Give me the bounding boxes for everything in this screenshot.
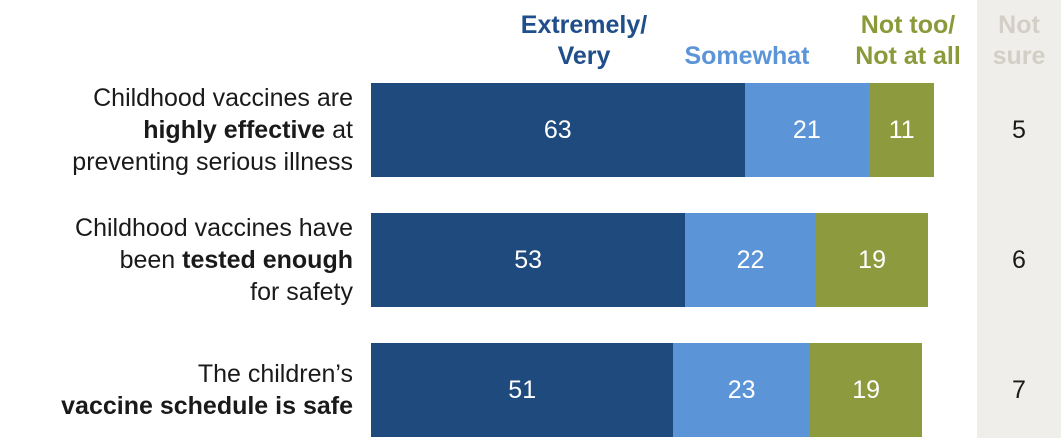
not-sure-column-band (977, 0, 1061, 438)
column-header-line1: Not (998, 11, 1040, 39)
row-label-line: been tested enough (0, 244, 353, 276)
column-header-0: Extremely/Very (484, 10, 684, 72)
row-label-line: for safety (0, 276, 353, 308)
bar-value-label: 63 (543, 116, 572, 144)
bar-value-label: 23 (727, 376, 756, 404)
bar-value-label: 51 (508, 376, 537, 404)
row-label-line: vaccine schedule is safe (0, 390, 353, 422)
column-header-line2: sure (992, 42, 1046, 70)
bar-value-label: 19 (852, 376, 881, 404)
bar-segment (815, 213, 929, 307)
row-label-line: The children’s (0, 358, 353, 390)
row-label-bold: vaccine schedule is safe (61, 392, 353, 420)
bar-value-label: 22 (736, 246, 765, 274)
bar-segment (685, 213, 816, 307)
bar-segment (809, 343, 923, 437)
row-label-text: Childhood vaccines have (75, 214, 353, 242)
bar-value-label: 21 (792, 116, 821, 144)
bar-segment (371, 213, 686, 307)
row-label-text: The children’s (197, 360, 353, 388)
row-label-text: been (119, 246, 183, 274)
column-header-1: Somewhat (647, 10, 847, 72)
row-label-line: Childhood vaccines are (0, 82, 353, 114)
column-header-line2: Somewhat (684, 42, 810, 70)
row-label: Childhood vaccines are highly effective a… (0, 82, 353, 178)
not-sure-value: 5 (1012, 116, 1026, 144)
row-label-bold: tested enough (182, 246, 353, 274)
bar-value-label: 53 (514, 246, 543, 274)
bar-value-label: 11 (888, 116, 915, 144)
column-header-line1: Extremely/ (520, 11, 648, 39)
row-label: The children’s vaccine schedule is safe (0, 358, 353, 422)
row-label-text: for safety (250, 278, 353, 306)
row-label-bold: highly effective (143, 116, 326, 144)
column-header-line2: Very (557, 42, 611, 70)
column-header-line2: Not at all (855, 42, 961, 70)
column-header-2: Not too/Not at all (808, 10, 1008, 72)
bar-segment (869, 83, 935, 177)
row-label-line: preventing serious illness (0, 146, 353, 178)
column-header-line1: Not too/ (860, 11, 956, 39)
column-header-3: Not sure (919, 10, 1061, 72)
bar-segment (371, 343, 674, 437)
row-label-text: preventing serious illness (72, 148, 353, 176)
bar-segment (744, 83, 870, 177)
not-sure-value: 7 (1012, 376, 1026, 404)
row-label-text: at (325, 116, 353, 144)
row-label-text: Childhood vaccines are (93, 84, 353, 112)
row-label-line: highly effective at (0, 114, 353, 146)
not-sure-value: 6 (1012, 246, 1026, 274)
bar-segment (371, 83, 745, 177)
bar-value-label: 19 (858, 246, 886, 274)
row-label-line: Childhood vaccines have (0, 212, 353, 244)
bar-segment (673, 343, 810, 437)
row-label: Childhood vaccines have been tested enoug… (0, 212, 353, 308)
